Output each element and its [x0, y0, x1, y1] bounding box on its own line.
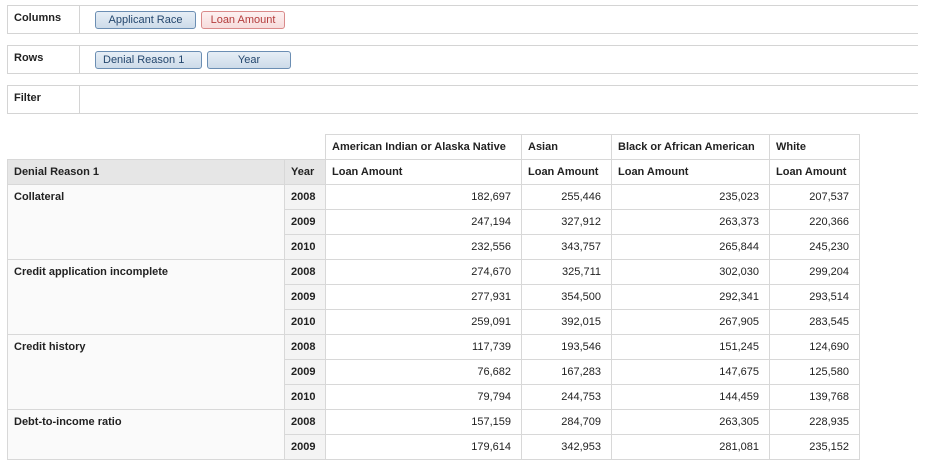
loan-amount-cell: 263,373: [611, 209, 770, 235]
rows-shelf-label: Rows: [7, 46, 80, 73]
columns-shelf[interactable]: Columns Applicant Race Loan Amount: [7, 5, 918, 34]
year-cell[interactable]: 2009: [284, 434, 326, 460]
year-cell[interactable]: 2008: [284, 334, 326, 360]
loan-amount-cell: 193,546: [521, 334, 612, 360]
loan-amount-cell: 244,753: [521, 384, 612, 410]
filter-shelf[interactable]: Filter: [7, 85, 918, 114]
table-row: 2010 259,091 392,015 267,905 283,545: [8, 309, 860, 335]
loan-amount-cell: 76,682: [325, 359, 522, 385]
measure-header-row: Denial Reason 1 Year Loan Amount Loan Am…: [7, 159, 860, 185]
column-header-race[interactable]: White: [769, 134, 860, 160]
loan-amount-cell: 274,670: [325, 259, 522, 285]
year-cell[interactable]: 2010: [284, 234, 326, 260]
loan-amount-cell: 228,935: [769, 409, 860, 435]
loan-amount-cell: 235,152: [769, 434, 860, 460]
denial-reason-cell[interactable]: Credit history: [7, 334, 285, 410]
loan-amount-cell: 281,081: [611, 434, 770, 460]
year-cell[interactable]: 2009: [284, 284, 326, 310]
table-row: Debt-to-income ratio 2008 157,159 284,709 26…: [7, 409, 860, 460]
loan-amount-cell: 220,366: [769, 209, 860, 235]
loan-amount-cell: 179,614: [325, 434, 522, 460]
denial-reason-cell[interactable]: Credit application incomplete: [7, 259, 285, 335]
loan-amount-cell: 284,709: [521, 409, 612, 435]
loan-amount-cell: 79,794: [325, 384, 522, 410]
loan-amount-cell: 245,230: [769, 234, 860, 260]
column-header-measure[interactable]: Loan Amount: [769, 159, 860, 185]
loan-amount-cell: 247,194: [325, 209, 522, 235]
loan-amount-cell: 235,023: [611, 184, 770, 210]
loan-amount-cell: 151,245: [611, 334, 770, 360]
column-header-race[interactable]: Asian: [521, 134, 612, 160]
loan-amount-cell: 302,030: [611, 259, 770, 285]
loan-amount-cell: 147,675: [611, 359, 770, 385]
loan-amount-cell: 144,459: [611, 384, 770, 410]
table-row: 2010 232,556 343,757 265,844 245,230: [8, 234, 860, 260]
loan-amount-cell: 292,341: [611, 284, 770, 310]
loan-amount-cell: 232,556: [325, 234, 522, 260]
loan-amount-cell: 342,953: [521, 434, 612, 460]
year-cell[interactable]: 2009: [284, 359, 326, 385]
loan-amount-cell: 167,283: [521, 359, 612, 385]
loan-amount-cell: 267,905: [611, 309, 770, 335]
table-row: 2009 247,194 327,912 263,373 220,366: [8, 209, 860, 235]
loan-amount-cell: 263,305: [611, 409, 770, 435]
loan-amount-cell: 265,844: [611, 234, 770, 260]
columns-shelf-label: Columns: [7, 6, 80, 33]
column-header-race[interactable]: American Indian or Alaska Native: [325, 134, 522, 160]
loan-amount-cell: 117,739: [325, 334, 522, 360]
loan-amount-cell: 157,159: [325, 409, 522, 435]
denial-reason-cell[interactable]: Debt-to-income ratio: [7, 409, 285, 460]
column-header-race[interactable]: Black or African American: [611, 134, 770, 160]
table-row: 2010 79,794 244,753 144,459 139,768: [8, 384, 860, 410]
loan-amount-cell: 327,912: [521, 209, 612, 235]
year-cell[interactable]: 2008: [284, 259, 326, 285]
year-cell[interactable]: 2010: [284, 309, 326, 335]
loan-amount-cell: 259,091: [325, 309, 522, 335]
table-row: 2009 76,682 167,283 147,675 125,580: [8, 359, 860, 385]
year-cell[interactable]: 2009: [284, 209, 326, 235]
row-header-year[interactable]: Year: [284, 159, 326, 185]
columns-pill-list: Applicant Race Loan Amount: [95, 11, 285, 29]
loan-amount-cell: 392,015: [521, 309, 612, 335]
year-cell[interactable]: 2008: [284, 184, 326, 210]
loan-amount-pill[interactable]: Loan Amount: [201, 11, 285, 29]
table-row: 2009 277,931 354,500 292,341 293,514: [8, 284, 860, 310]
table-row: 2009 179,614 342,953 281,081 235,152: [8, 434, 860, 460]
denial-reason-1-pill[interactable]: Denial Reason 1: [95, 51, 202, 69]
row-header-denial-reason[interactable]: Denial Reason 1: [7, 159, 285, 185]
pivot-table: American Indian or Alaska Native Asian B…: [7, 134, 860, 460]
loan-amount-cell: 255,446: [521, 184, 612, 210]
loan-amount-cell: 325,711: [521, 259, 612, 285]
loan-amount-cell: 139,768: [769, 384, 860, 410]
rows-pill-list: Denial Reason 1 Year: [95, 51, 291, 69]
year-cell[interactable]: 2010: [284, 384, 326, 410]
year-cell[interactable]: 2008: [284, 409, 326, 435]
denial-reason-cell[interactable]: Collateral: [7, 184, 285, 260]
loan-amount-cell: 283,545: [769, 309, 860, 335]
loan-amount-cell: 293,514: [769, 284, 860, 310]
loan-amount-cell: 207,537: [769, 184, 860, 210]
year-pill[interactable]: Year: [207, 51, 291, 69]
race-header-row: American Indian or Alaska Native Asian B…: [8, 134, 860, 160]
loan-amount-cell: 343,757: [521, 234, 612, 260]
table-row: Collateral 2008 182,697 255,446 235,023 207,5…: [7, 184, 860, 260]
loan-amount-cell: 277,931: [325, 284, 522, 310]
loan-amount-cell: 124,690: [769, 334, 860, 360]
table-row: Credit application incomplete 2008 274,670…: [7, 259, 860, 335]
table-row: Credit history 2008 117,739 193,546 151,245 1…: [7, 334, 860, 410]
loan-amount-cell: 299,204: [769, 259, 860, 285]
rows-shelf[interactable]: Rows Denial Reason 1 Year: [7, 45, 918, 74]
column-header-measure[interactable]: Loan Amount: [611, 159, 770, 185]
filter-shelf-label: Filter: [7, 86, 80, 113]
loan-amount-cell: 354,500: [521, 284, 612, 310]
loan-amount-cell: 125,580: [769, 359, 860, 385]
loan-amount-cell: 182,697: [325, 184, 522, 210]
column-header-measure[interactable]: Loan Amount: [521, 159, 612, 185]
column-header-measure[interactable]: Loan Amount: [325, 159, 522, 185]
applicant-race-pill[interactable]: Applicant Race: [95, 11, 196, 29]
